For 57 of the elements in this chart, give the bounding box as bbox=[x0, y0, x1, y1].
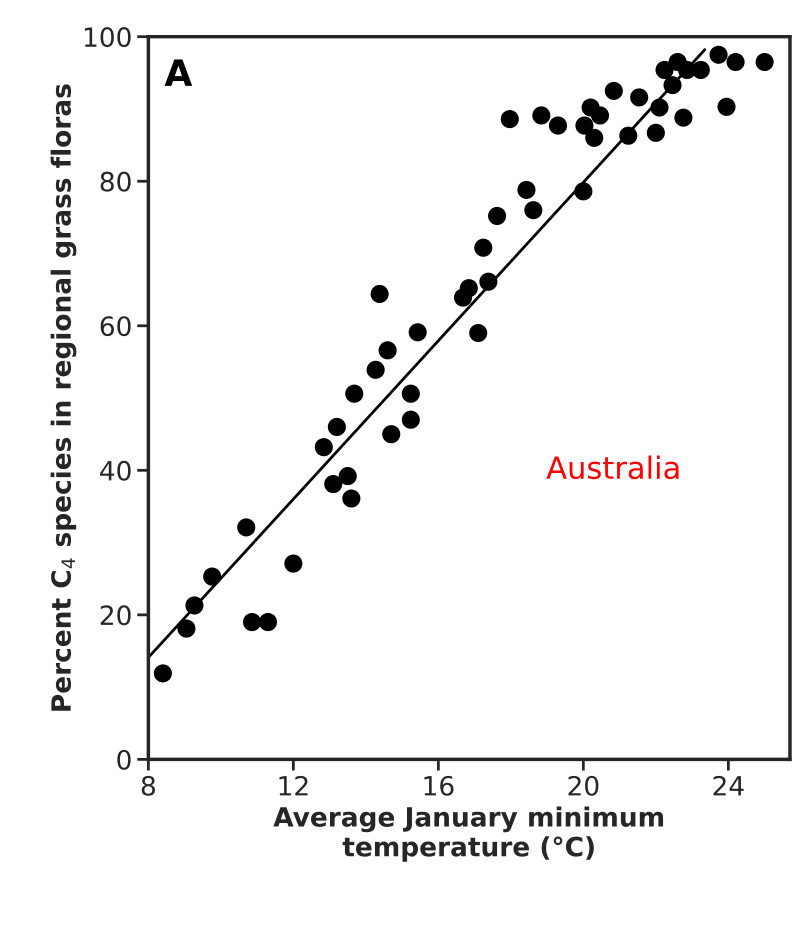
y-tick-label: 60 bbox=[100, 316, 131, 336]
point bbox=[258, 613, 278, 632]
point bbox=[314, 438, 333, 456]
y-tick-label: 0 bbox=[117, 750, 131, 770]
point bbox=[242, 613, 262, 632]
point bbox=[338, 467, 357, 486]
point bbox=[203, 567, 222, 586]
x-tick-label: 12 bbox=[279, 776, 308, 796]
point bbox=[366, 360, 385, 379]
point bbox=[154, 664, 172, 682]
point bbox=[710, 46, 728, 64]
point bbox=[402, 410, 420, 429]
point bbox=[345, 384, 364, 403]
point bbox=[237, 518, 256, 536]
point bbox=[517, 180, 536, 199]
point bbox=[408, 323, 427, 342]
point bbox=[646, 124, 665, 142]
point bbox=[469, 324, 488, 342]
point bbox=[524, 201, 542, 220]
y-tick-label: 100 bbox=[84, 27, 131, 48]
annotation: A bbox=[164, 59, 192, 86]
x-tick-label: 16 bbox=[424, 776, 454, 796]
point bbox=[328, 418, 346, 436]
x-axis-title: Average January minimum temperature (°C) bbox=[273, 806, 664, 862]
point bbox=[370, 284, 389, 304]
point bbox=[488, 206, 506, 225]
point bbox=[177, 620, 196, 638]
point bbox=[674, 108, 692, 127]
y-tick-label: 40 bbox=[100, 460, 131, 481]
point bbox=[630, 88, 648, 106]
x-tick-label: 8 bbox=[142, 776, 155, 796]
point bbox=[604, 82, 623, 100]
point bbox=[342, 489, 360, 508]
annotation: Australia bbox=[546, 456, 679, 480]
point bbox=[692, 60, 710, 79]
point bbox=[474, 238, 492, 257]
y-axis-title: Percent C$_{4}$ species in regional grass floras bbox=[50, 84, 76, 711]
point bbox=[548, 116, 568, 135]
x-tick-label: 20 bbox=[568, 776, 598, 796]
y-tick-label: 80 bbox=[100, 172, 131, 192]
y-tick-label: 20 bbox=[100, 605, 131, 626]
point bbox=[402, 384, 420, 403]
point bbox=[382, 425, 400, 444]
point bbox=[585, 128, 604, 147]
point bbox=[284, 554, 302, 573]
point bbox=[590, 106, 610, 125]
point bbox=[324, 474, 342, 494]
point bbox=[532, 106, 550, 125]
point bbox=[756, 52, 774, 72]
x-tick-label: 24 bbox=[713, 776, 744, 796]
point bbox=[500, 110, 519, 128]
point bbox=[726, 52, 745, 72]
point bbox=[717, 98, 736, 116]
point bbox=[378, 341, 397, 360]
point bbox=[655, 60, 674, 79]
point bbox=[575, 116, 594, 135]
point bbox=[460, 279, 478, 298]
